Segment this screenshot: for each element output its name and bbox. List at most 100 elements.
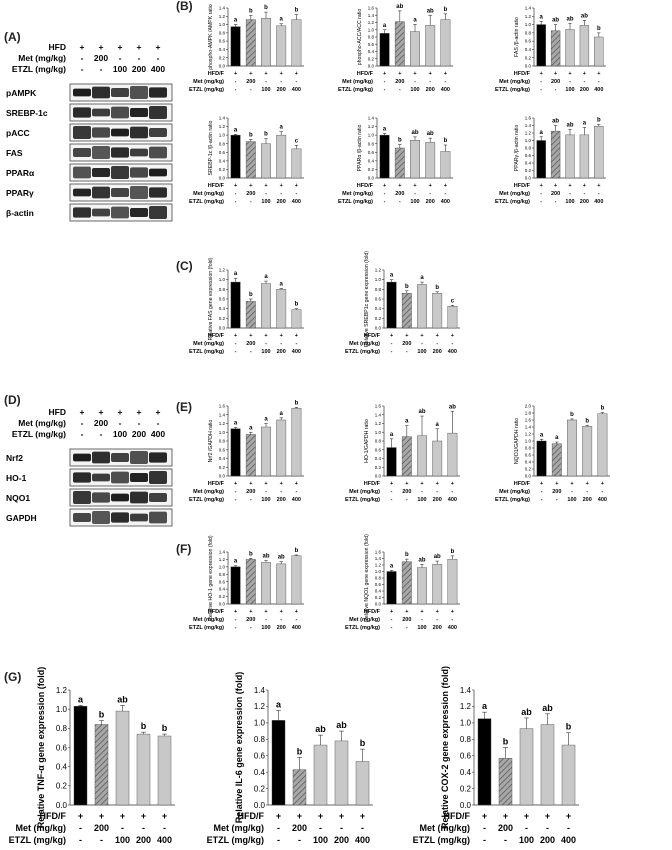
treatment-cell: 200 [433,497,442,503]
treatment-cell: - [277,835,280,845]
treatment-cell: - [391,341,393,347]
y-tick-label: 0.4 [375,456,382,461]
treatment-cell: + [436,333,439,339]
bar [401,293,412,329]
treatment-cell: - [142,823,145,833]
treatment-cell: 200 [402,617,411,623]
blot-header-cell: 200 [132,64,146,74]
treatment-cell: 100 [417,497,426,503]
chart-F2: 0.0 0.20.4 0.60.8 1.01.2 1.41.6 Relative NQO1… [345,534,460,631]
significance-letter: b [162,723,168,733]
treatment-cell: 100 [567,497,576,503]
bar [432,564,443,605]
treatment-cell: - [429,191,431,197]
panel-label-e: (E) [176,400,192,414]
y-tick-label: 0.2 [219,465,226,470]
bar [292,769,307,806]
panel-label-f: (F) [176,542,192,556]
significance-letter: ab [117,694,128,704]
bar [379,134,390,179]
significance-letter: a [482,701,488,711]
treatment-row-label: Met (mg/kg) [193,489,224,495]
treatment-cell: + [162,811,167,821]
y-tick-label: 0.6 [525,39,532,44]
y-tick-label: 0.4 [219,456,226,461]
treatment-cell: + [540,183,543,189]
y-tick-label: 1.6 [375,404,382,409]
treatment-cell: 100 [261,349,270,355]
y-tick-label: 0.6 [368,150,375,155]
y-tick-label: 0.4 [460,768,472,777]
y-tick-label: 1.4 [219,550,226,555]
treatment-cell: - [319,823,322,833]
treatment-cell: 100 [410,199,419,205]
treatment-row-label: HFD/F [364,481,381,487]
bar [432,293,443,329]
significance-letter: b [295,302,299,308]
treatment-row-label: HFD/F [208,609,225,615]
treatment-cell: + [554,183,557,189]
treatment-cell: - [598,191,600,197]
bar [417,435,427,477]
y-tick-label: 1.0 [219,430,226,435]
significance-letter: b [360,738,366,748]
blot-header-cell: 200 [94,418,108,428]
treatment-cell: + [597,71,600,77]
treatment-cell: - [571,489,573,495]
y-tick-label: 0.0 [254,801,266,810]
treatment-cell: + [264,609,267,615]
significance-letter: b [597,26,601,32]
blot-band [149,452,167,463]
treatment-cell: + [568,183,571,189]
treatment-cell: - [540,79,542,85]
bar [386,447,397,477]
treatment-cell: 100 [313,835,328,845]
treatment-cell: - [451,617,453,623]
significance-letter: b [444,138,448,144]
bar [230,566,241,605]
significance-letter: ab [427,131,434,137]
treatment-cell: - [384,199,386,205]
significance-letter: b [264,5,268,11]
treatment-cell: - [265,341,267,347]
blot-band [149,511,167,524]
treatment-cell: + [390,481,393,487]
treatment-cell: + [318,811,323,821]
chart-B6: 0.0 0.2 0.4 0.6 0.8 1.0 1.2 1.4 1.6 PPARγ /β-acti… [495,116,606,205]
bar [245,434,256,477]
y-tick-label: 0.0 [56,801,68,810]
y-tick-label: 0.2 [375,316,382,321]
blot-header-cell: + [137,407,142,417]
treatment-row-label: Met (mg/kg) [349,341,380,347]
treatment-row-label: ETZL (mg/kg) [495,87,530,93]
treatment-cell: - [541,489,543,495]
treatment-cell: - [280,79,282,85]
y-tick-label: 0.6 [375,582,382,587]
y-tick-label: 0.6 [219,297,226,302]
blot-header-cell: + [137,42,142,52]
treatment-cell: - [540,87,542,93]
chart-C1: 0.0 0.2 0.4 0.6 0.8 1.0 1.2 Relative FAS gene e… [189,257,304,355]
blot-header-label: Met (mg/kg) [18,418,66,428]
bar [394,21,405,67]
bar [157,735,172,806]
significance-letter: ab [434,554,441,560]
significance-letter: a [540,14,544,20]
treatment-cell: - [235,489,237,495]
blot-band [149,492,167,503]
treatment-cell: + [420,609,423,615]
y-axis-label: Nrf2 /GAPDH ratio [208,420,214,463]
treatment-cell: - [391,497,393,503]
significance-letter: a [78,694,84,704]
y-tick-label: 0.6 [368,42,375,47]
y-tick-label: 1.2 [525,131,532,136]
bar [261,143,271,179]
treatment-cell: 200 [426,87,435,93]
treatment-cell: - [295,341,297,347]
treatment-cell: - [235,79,237,85]
treatment-cell: + [398,71,401,77]
blot-header-cell: 100 [113,64,127,74]
significance-letter: a [280,17,284,23]
y-tick-label: 0.2 [525,55,532,60]
